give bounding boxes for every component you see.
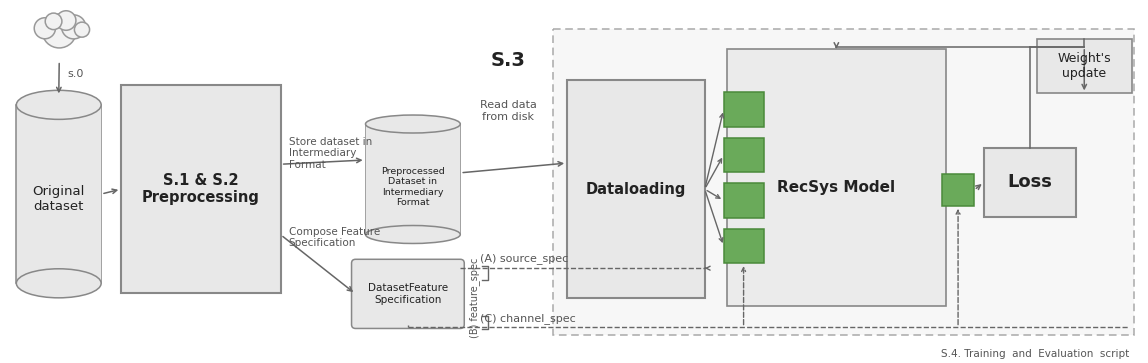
Circle shape: [34, 18, 55, 39]
FancyBboxPatch shape: [351, 259, 464, 329]
Circle shape: [42, 14, 76, 48]
Text: RecSys Model: RecSys Model: [777, 180, 895, 195]
Bar: [567, 81, 705, 298]
Bar: [366, 124, 459, 234]
Bar: [984, 148, 1076, 217]
Ellipse shape: [16, 90, 101, 119]
Text: DatasetFeature
Specification: DatasetFeature Specification: [367, 283, 448, 305]
Text: Dataloading: Dataloading: [585, 182, 687, 197]
Bar: [553, 29, 1133, 335]
Bar: [121, 85, 281, 293]
Text: S.4. Training  and  Evaluation  script: S.4. Training and Evaluation script: [941, 349, 1130, 359]
Circle shape: [62, 15, 86, 39]
Bar: [723, 229, 763, 263]
Bar: [1037, 39, 1132, 93]
Bar: [365, 124, 460, 234]
Text: s.0: s.0: [68, 69, 84, 78]
Bar: [943, 174, 974, 206]
Ellipse shape: [365, 115, 460, 133]
Bar: [16, 105, 101, 283]
Text: S.3: S.3: [490, 51, 526, 70]
Text: Compose Feature
Specification: Compose Feature Specification: [288, 227, 380, 249]
Text: Weight's
update: Weight's update: [1057, 52, 1111, 80]
Text: Read data
from disk: Read data from disk: [480, 100, 536, 122]
Bar: [723, 138, 763, 172]
Ellipse shape: [365, 225, 460, 244]
Text: (C) channel_spec: (C) channel_spec: [480, 313, 576, 323]
Bar: [723, 183, 763, 218]
Circle shape: [75, 22, 90, 37]
Ellipse shape: [16, 269, 101, 298]
Text: S.1 & S.2
Preprocessing: S.1 & S.2 Preprocessing: [142, 173, 259, 205]
Bar: [727, 49, 946, 306]
Bar: [17, 105, 101, 283]
Text: Original
dataset: Original dataset: [32, 185, 85, 213]
Text: (B) feature_spec: (B) feature_spec: [468, 258, 480, 338]
Text: Loss: Loss: [1008, 173, 1053, 191]
Text: Store dataset in
Intermediary
Format: Store dataset in Intermediary Format: [288, 136, 372, 170]
Text: (A) source_spec: (A) source_spec: [480, 253, 568, 264]
Text: Preprocessed
Dataset in
Intermediary
Format: Preprocessed Dataset in Intermediary For…: [381, 167, 444, 207]
Circle shape: [45, 13, 62, 30]
Bar: [723, 92, 763, 127]
Circle shape: [56, 11, 76, 30]
